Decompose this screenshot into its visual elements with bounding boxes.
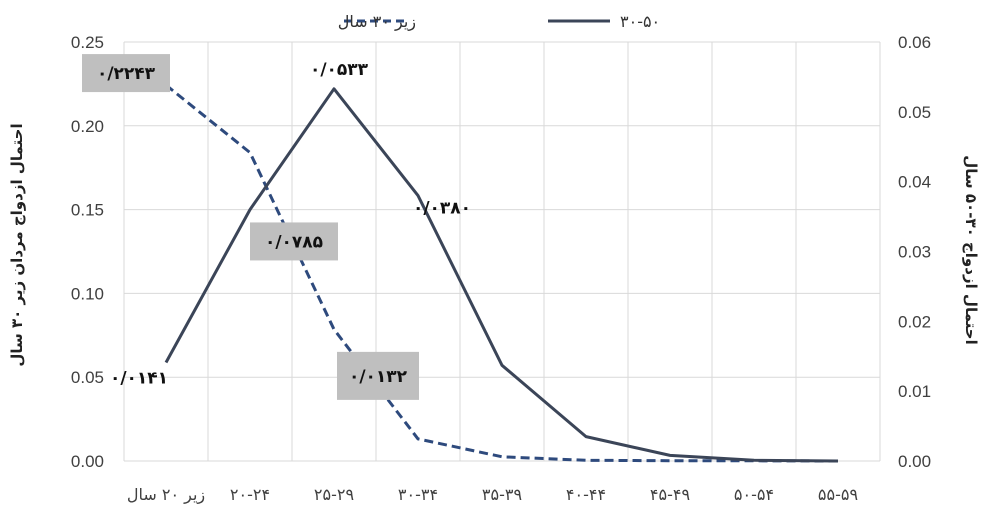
left-tick-label: 0.15	[71, 201, 104, 220]
left-tick-label: 0.25	[71, 33, 104, 52]
left-tick-label: 0.10	[71, 284, 104, 303]
gridlines	[123, 41, 881, 462]
series-lines	[164, 83, 839, 463]
right-tick-label: 0.02	[898, 312, 931, 331]
left-tick-label: 0.20	[71, 117, 104, 136]
series-line-1	[164, 87, 839, 463]
category-label: ۵۰-۵۴	[734, 485, 774, 504]
left-axis-ticks: 0.00 0.05 0.10 0.15 0.20 0.25	[71, 33, 104, 471]
data-annotations: ۰/۲۲۴۳ ۰/۰۷۸۵ ۰/۰۱۳۲ ۰/۰۱۴۱ ۰/۰۵۳۳ ۰/۰۳۸۰	[82, 54, 471, 400]
right-tick-label: 0.04	[898, 173, 931, 192]
right-tick-label: 0.06	[898, 33, 931, 52]
annotation-box	[250, 222, 338, 261]
annotation-box	[337, 351, 419, 400]
right-tick-label: 0.03	[898, 243, 931, 262]
data-label: ۰/۰۱۳۲	[349, 367, 408, 387]
category-label: ۴۰-۴۴	[566, 485, 606, 504]
data-label: ۰/۲۲۴۳	[97, 64, 156, 84]
left-tick-label: 0.00	[71, 452, 104, 471]
right-axis-ticks: 0.00 0.01 0.02 0.03 0.04 0.05 0.06	[898, 33, 931, 471]
legend-label-under-30: زیر ۳۰ سال	[338, 12, 416, 32]
category-label: ۲۵-۲۹	[314, 485, 354, 504]
data-label: ۰/۰۷۸۵	[265, 232, 323, 252]
category-label: ۳۵-۳۹	[482, 485, 522, 504]
right-tick-label: 0.05	[898, 103, 931, 122]
category-label: ۴۵-۴۹	[650, 485, 690, 504]
right-axis-label: احتمال ازدواج ۳۰-۵۰ سال	[962, 155, 980, 344]
data-label: ۰/۰۳۸۰	[413, 199, 471, 219]
data-label: ۰/۰۱۴۱	[110, 369, 168, 389]
left-axis-label: احتمال ازدواج مردان زیر ۳۰ سال	[8, 123, 26, 366]
category-label: ۲۰-۲۴	[230, 485, 270, 504]
right-tick-label: 0.00	[898, 452, 931, 471]
annotation-box	[82, 54, 170, 93]
series-line-0	[165, 83, 839, 463]
category-label: ۳۰-۳۴	[398, 485, 438, 504]
x-axis-categories: زیر ۲۰ سال ۲۰-۲۴ ۲۵-۲۹ ۳۰-۳۴ ۳۵-۳۹ ۴۰-۴۴ ۴۵-۴۹…	[127, 485, 858, 505]
data-label: ۰/۰۵۳۳	[310, 60, 369, 80]
left-tick-label: 0.05	[71, 368, 104, 387]
category-label: زیر ۲۰ سال	[127, 485, 205, 505]
right-tick-label: 0.01	[898, 382, 931, 401]
category-label: ۵۵-۵۹	[818, 485, 858, 504]
legend-label-30-50: ۳۰-۵۰	[620, 12, 660, 31]
legend: زیر ۳۰ سال ۳۰-۵۰	[338, 12, 660, 32]
